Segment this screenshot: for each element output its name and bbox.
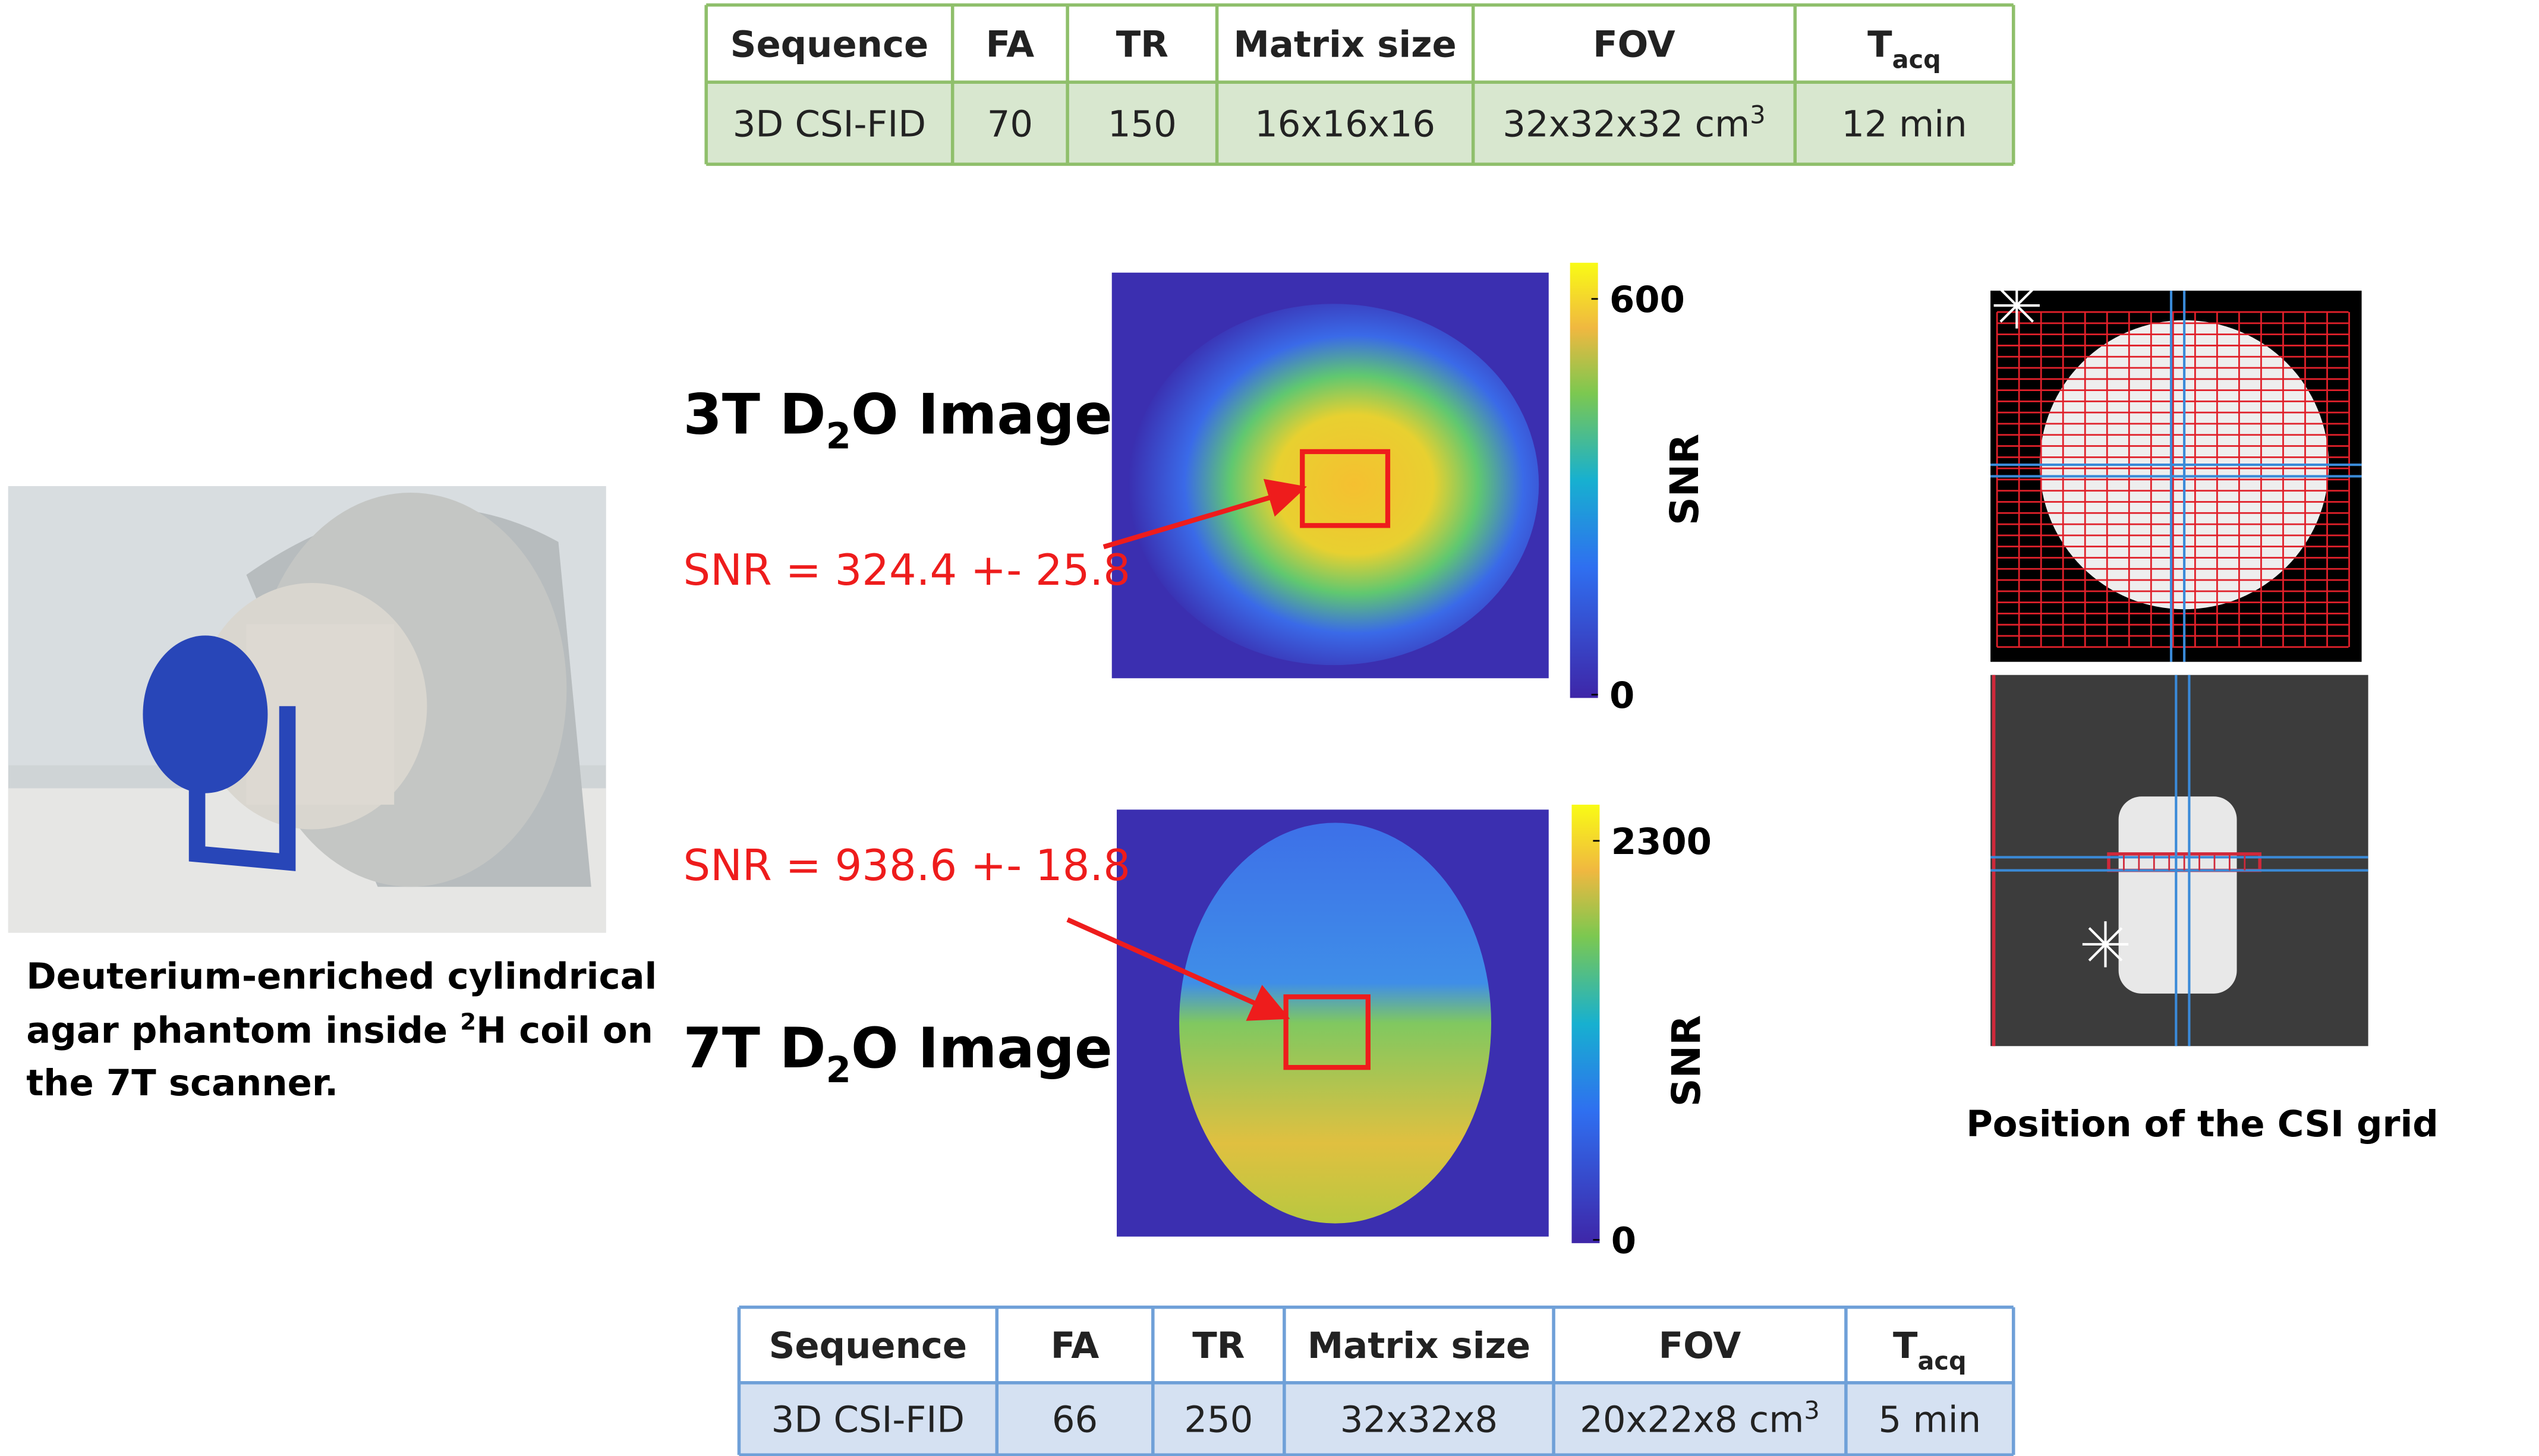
photo-caption: the 7T scanner. <box>26 1063 338 1104</box>
cell-sup: 3 <box>1804 1397 1819 1425</box>
cell-part: T <box>1893 1325 1918 1367</box>
table-cell: 70 <box>987 103 1033 145</box>
table-header-cell: TR <box>1116 24 1168 65</box>
title-part: 7T D <box>683 1016 826 1081</box>
title-part: 3T D <box>683 383 826 447</box>
colorbar-tick-label: 2300 <box>1611 821 1712 863</box>
table-header-cell: FA <box>986 24 1035 65</box>
table-cell: 5 min <box>1879 1400 1982 1441</box>
heatmap-3t-blob <box>1128 304 1539 666</box>
caption-part: agar phantom inside <box>26 1010 460 1052</box>
title-sub: 2 <box>826 415 851 457</box>
table-cell: 32x32x8 <box>1340 1400 1498 1441</box>
snr-note: SNR = 324.4 +- 25.8 <box>683 545 1130 595</box>
table-header-bg <box>739 1307 2014 1383</box>
table-header-cell: Tacq <box>1893 1325 1967 1375</box>
snr-note: SNR = 938.6 +- 18.8 <box>683 840 1130 890</box>
heatmap-7t-blob <box>1179 822 1492 1224</box>
table-header-cell: FA <box>1051 1325 1100 1367</box>
table-cell: 66 <box>1052 1400 1098 1441</box>
roi-box <box>1283 994 1371 1070</box>
colorbar-tick-label: 600 <box>1609 279 1685 321</box>
phantom-slice <box>2118 796 2237 994</box>
colorbar <box>1571 805 1600 1243</box>
table-cell: 32x32x32 cm3 <box>1502 100 1765 145</box>
grid-caption: Position of the CSI grid <box>1966 1104 2439 1145</box>
table-cell: 20x22x8 cm3 <box>1580 1397 1820 1441</box>
table-cell: 16x16x16 <box>1255 103 1435 145</box>
colorbar-label: SNR <box>1661 434 1708 525</box>
table-cell: 3D CSI-FID <box>733 103 926 145</box>
cell-sup: 3 <box>1750 100 1765 129</box>
table-header-cell: TR <box>1192 1325 1245 1367</box>
table-header-cell: Sequence <box>769 1325 968 1367</box>
table-header-cell: FOV <box>1659 1325 1741 1367</box>
table-header-cell: Sequence <box>730 24 929 65</box>
photo-caption: agar phantom inside 2H coil on <box>26 1009 653 1052</box>
arrow <box>1102 478 1307 550</box>
table-header-cell: FOV <box>1593 24 1675 65</box>
table-row-bg <box>739 1382 2014 1455</box>
title-sub: 2 <box>826 1050 851 1091</box>
table-cell: 12 min <box>1841 103 1967 145</box>
arrow <box>1066 917 1290 1021</box>
cell-part: 20x22x8 cm <box>1580 1400 1804 1441</box>
title-part: O Image <box>851 383 1113 447</box>
colorbar-tick-label: 0 <box>1611 1220 1636 1262</box>
table-header-cell: Tacq <box>1867 24 1941 74</box>
cell-part: 32x32x32 cm <box>1502 103 1750 145</box>
table-header-cell: Matrix size <box>1308 1325 1530 1367</box>
cell-sub: acq <box>1892 46 1941 74</box>
caption-sup: 2 <box>460 1009 476 1036</box>
star-marker <box>2088 927 2123 962</box>
panel-title: 3T D2O Image <box>683 383 1113 458</box>
cell-part: T <box>1867 24 1892 65</box>
photo-caption: Deuterium-enriched cylindrical <box>26 956 657 998</box>
table-cell: 150 <box>1108 103 1177 145</box>
table-cell: 250 <box>1184 1400 1253 1441</box>
cell-sub: acq <box>1917 1347 1966 1376</box>
panel-title: 7T D2O Image <box>683 1016 1113 1091</box>
table-header-cell: Matrix size <box>1233 24 1456 65</box>
caption-part: H coil on <box>476 1010 653 1052</box>
colorbar <box>1570 263 1598 698</box>
table-cell: 3D CSI-FID <box>771 1400 965 1441</box>
title-part: O Image <box>851 1016 1113 1081</box>
star-marker <box>1999 288 2034 323</box>
colorbar-label: SNR <box>1663 1015 1709 1107</box>
colorbar-tick-label: 0 <box>1609 675 1634 717</box>
phantom-photo <box>8 486 606 933</box>
